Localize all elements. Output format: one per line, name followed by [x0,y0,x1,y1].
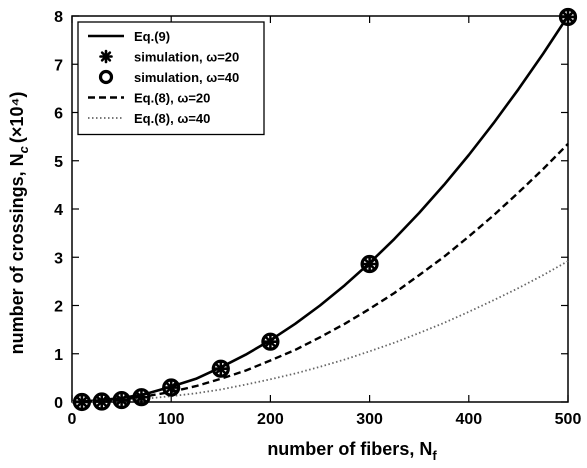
asterisk-marker [112,391,131,409]
asterisk-marker [559,8,577,26]
asterisk-stroke [263,335,278,349]
asterisk-stroke [164,380,178,395]
series-line [71,143,569,404]
asterisk-marker [73,393,91,411]
asterisk-stroke [214,362,228,376]
circle-marker [211,359,230,378]
circle-marker [132,388,151,407]
legend-entry: simulation, ω=40 [134,70,239,85]
circle-marker [112,390,131,410]
y-tick-label: 8 [54,9,63,26]
x-tick-label: 100 [158,411,185,428]
series-line [71,260,569,403]
asterisk-marker [261,332,280,351]
asterisk-stroke [561,10,575,24]
asterisk-marker [212,359,230,378]
asterisk-marker [99,49,113,64]
asterisk-stroke [134,390,149,404]
circle-marker [92,392,111,411]
y-tick-label: 3 [54,250,63,267]
circle-marker [558,7,578,27]
legend-entry: simulation, ω=20 [134,50,239,65]
y-tick-label: 5 [54,154,63,171]
legend: Eq.(9) simulation, ω=20 simulation, ω=40 Eq… [77,21,265,136]
y-axis-label: number of crossings, Nc(×10⁴) [7,92,31,355]
asterisk-stroke [362,257,377,271]
circle-marker [360,254,379,274]
legend-entry: Eq.(8), ω=40 [134,111,210,126]
y-tick-label: 0 [54,395,63,412]
asterisk-marker [162,378,180,397]
legend-box [77,21,265,136]
asterisk-marker [92,392,111,411]
x-axis-label: number of fibers, Nf [267,439,437,463]
circle-marker [98,69,114,85]
y-tick-label: 2 [54,299,63,316]
asterisk-marker [360,255,379,273]
x-tick-label: 200 [257,411,284,428]
asterisk-stroke [95,394,109,409]
y-tick-label: 7 [54,57,63,74]
x-tick-label: 0 [68,411,77,428]
asterisk-stroke [75,395,89,409]
y-tick-label: 6 [54,106,63,123]
asterisk-stroke [100,51,112,62]
y-tick-label: 4 [54,202,63,219]
legend-entry: Eq.(8), ω=20 [134,91,210,106]
circle-marker [162,378,181,397]
circle-marker [72,392,92,412]
x-tick-label: 300 [356,411,383,428]
circle-marker [261,332,280,351]
x-tick-label: 500 [555,411,582,428]
series-line [71,15,570,404]
asterisk-marker [132,388,151,406]
y-tick-label: 1 [54,347,63,364]
legend-entry: Eq.(9) [134,29,170,44]
asterisk-stroke [114,393,129,407]
x-tick-label: 400 [455,411,482,428]
series-group [71,7,578,412]
